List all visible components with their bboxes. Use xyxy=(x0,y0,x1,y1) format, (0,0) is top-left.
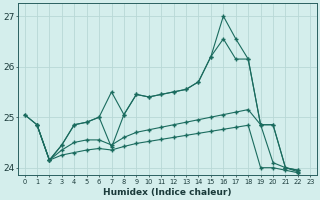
X-axis label: Humidex (Indice chaleur): Humidex (Indice chaleur) xyxy=(103,188,232,197)
